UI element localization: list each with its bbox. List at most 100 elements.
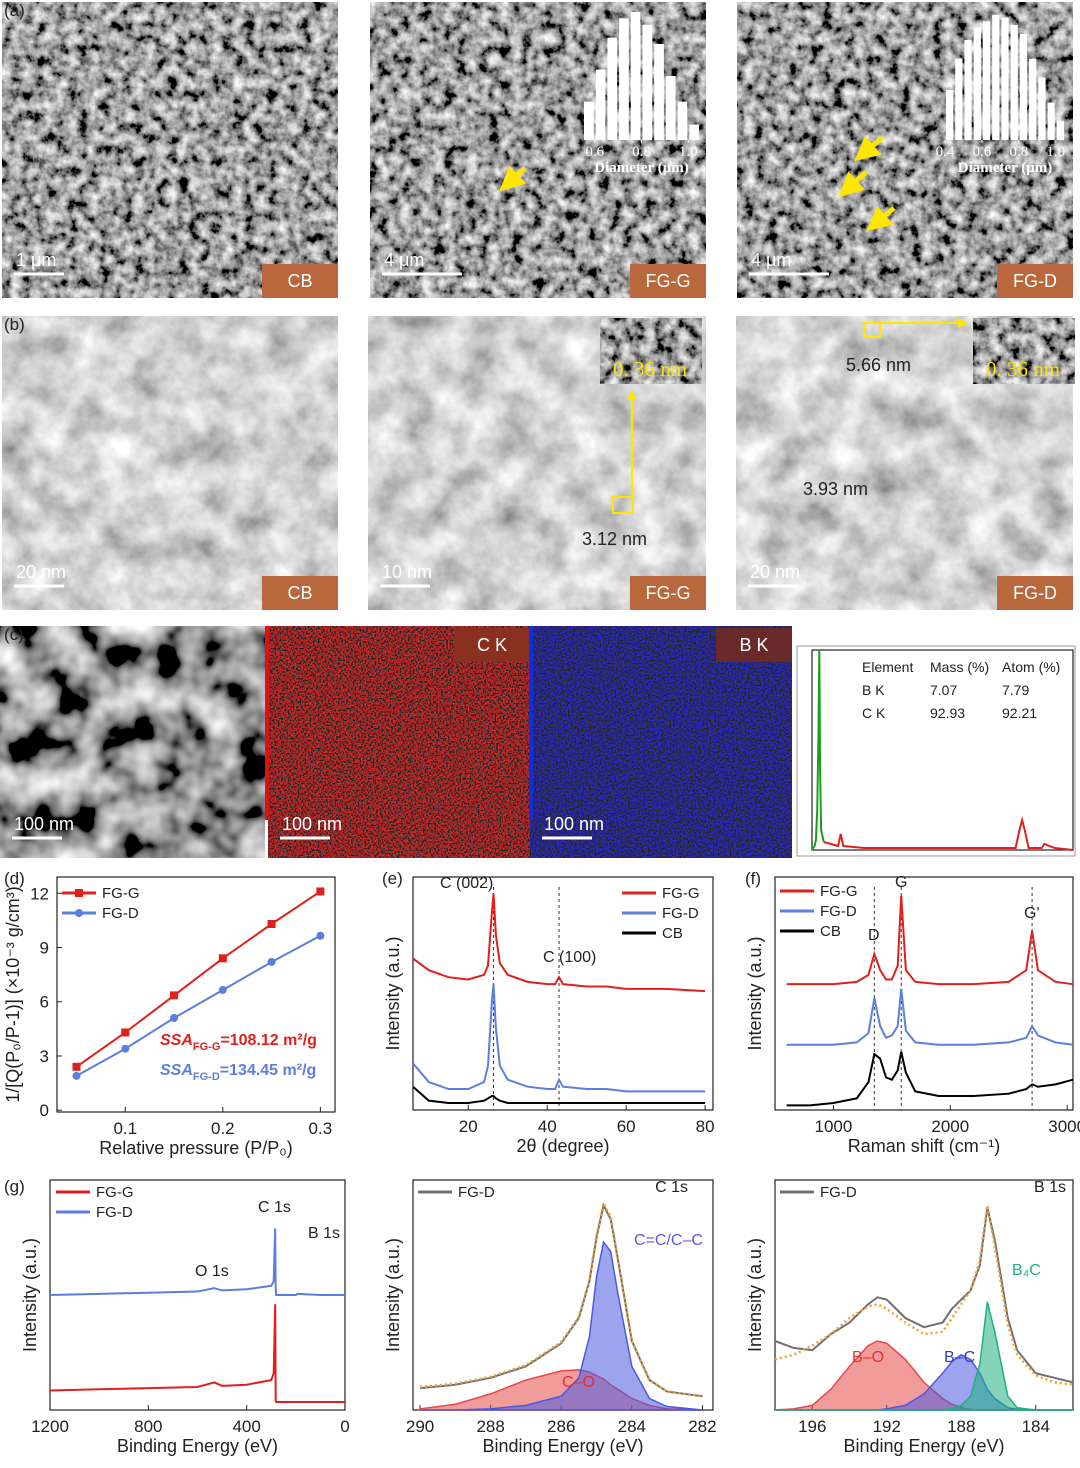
scale-label: 100 nm	[14, 814, 74, 834]
series-line	[786, 895, 1074, 986]
legend-label: FG-D	[820, 903, 857, 920]
x-axis-label: Binding Energy (eV)	[482, 1436, 643, 1456]
x-axis-label: Relative pressure (P/P₀)	[99, 1138, 293, 1158]
series-line	[419, 1199, 703, 1398]
series-line	[412, 1085, 706, 1105]
x-tick-label: 80	[696, 1117, 715, 1136]
point	[170, 991, 179, 1000]
arrow	[854, 135, 884, 162]
inset-label: 0. 36 nm	[613, 357, 687, 381]
series-line	[811, 649, 825, 851]
x-tick-label: 40	[538, 1117, 557, 1136]
component-area	[775, 1301, 1073, 1411]
series-line	[774, 1205, 1074, 1386]
y-axis-label: 1/[Q(P₀/P-1)] (×10⁻³ g/cm³)	[3, 886, 23, 1103]
histogram-bar	[584, 101, 594, 140]
micrograph	[0, 626, 265, 858]
x-tick-label: 0.8	[632, 144, 651, 160]
legend-label: CB	[820, 923, 841, 940]
histogram-bar	[665, 76, 676, 140]
point	[267, 920, 276, 928]
series-line	[76, 934, 321, 1077]
tag-box	[630, 264, 706, 298]
y-tick-label: 12	[30, 884, 49, 903]
legend-label: FG-D	[820, 1184, 857, 1201]
plot-frame	[774, 876, 1074, 1111]
scale-label: 20 nm	[750, 562, 800, 582]
annotation-text: SSA	[160, 1032, 193, 1049]
micrograph	[268, 626, 530, 858]
histogram-bar	[946, 90, 954, 140]
table-cell: B K	[862, 682, 885, 698]
annotation: SSAFG-D=134.45 m²/g	[160, 1062, 316, 1083]
histogram-bar	[973, 27, 981, 140]
component-area	[420, 1240, 703, 1411]
point	[72, 1071, 81, 1080]
x-tick-label: 800	[134, 1417, 162, 1436]
x-tick-label: 1200	[31, 1417, 69, 1436]
series-line	[419, 1202, 703, 1398]
x-tick-label: 196	[798, 1417, 826, 1436]
plot-frame	[56, 876, 336, 1113]
histogram-bar	[1001, 17, 1009, 140]
legend-label: CB	[662, 925, 683, 942]
point	[121, 1044, 130, 1053]
annotation: B 1s	[1034, 1179, 1066, 1196]
tag-label: FG-D	[1013, 271, 1057, 291]
histogram-bar	[642, 24, 653, 140]
x-tick-label: 0.6	[973, 144, 992, 160]
tag-label: FG-G	[646, 583, 691, 603]
annotation-text: SSA	[160, 1062, 193, 1079]
series-line	[774, 1207, 1074, 1384]
zoom-box	[612, 496, 634, 514]
y-axis-label: Intensity (a.u.)	[20, 1238, 40, 1352]
tag-box	[716, 628, 792, 662]
series-line	[49, 1304, 345, 1403]
legend-label: FG-G	[662, 885, 700, 902]
series-line	[823, 816, 1074, 851]
micrograph	[2, 2, 338, 298]
histogram-bar	[630, 12, 641, 140]
x-tick-label: 0.3	[309, 1119, 333, 1138]
y-axis-label: Intensity (a.u.)	[383, 936, 403, 1050]
x-tick-label: 286	[547, 1417, 575, 1436]
x-axis-label: Diameter (μm)	[958, 160, 1052, 176]
histogram-bar	[1056, 121, 1064, 140]
series-line	[412, 893, 706, 993]
plot-frame	[811, 649, 1074, 851]
histogram-bar	[1038, 77, 1046, 140]
table-header: Element	[862, 659, 913, 675]
y-tick-label: 9	[40, 939, 49, 958]
y-tick-label: 0	[40, 1101, 49, 1120]
annotation: C (002)	[440, 875, 493, 892]
tag-label: CB	[287, 583, 312, 603]
point	[218, 954, 227, 963]
point	[267, 957, 276, 966]
annotation-text: =134.45 m²/g	[220, 1062, 317, 1079]
series-line	[75, 890, 321, 1068]
size-note: 3.12 nm	[582, 529, 647, 549]
series-line	[786, 1051, 1074, 1107]
series-line	[786, 988, 1074, 1046]
micrograph	[530, 626, 792, 858]
scale-label: 20 nm	[16, 562, 66, 582]
legend-label: FG-G	[102, 885, 140, 902]
arrow	[499, 165, 527, 192]
tag-box	[454, 628, 530, 662]
size-note: 5.66 nm	[846, 355, 911, 375]
x-tick-label: 1000	[815, 1117, 853, 1136]
annotation: B–O	[852, 1349, 884, 1366]
table-cell: C K	[862, 705, 886, 721]
annotation: C 1s	[258, 1199, 291, 1216]
annotation: B₄C	[1012, 1262, 1041, 1279]
panel-label: (d)	[4, 869, 25, 888]
point	[121, 1028, 130, 1037]
annotation: D	[868, 927, 880, 944]
plot-frame	[774, 1179, 1074, 1411]
annotation: SSAFG-G=108.12 m²/g	[160, 1032, 317, 1053]
scale-label: 1 μm	[16, 250, 56, 270]
tag-label: B K	[739, 635, 768, 655]
plot-frame	[412, 876, 714, 1111]
histogram-bar	[982, 21, 991, 140]
histogram-bar	[992, 15, 1000, 140]
